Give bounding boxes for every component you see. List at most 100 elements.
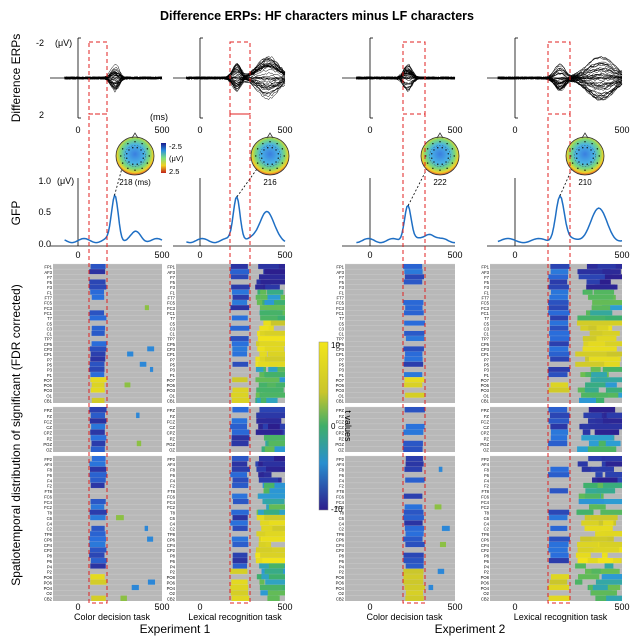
raster-cell (90, 531, 106, 537)
raster-cell (599, 541, 622, 548)
channel-label: POZ (480, 442, 489, 447)
raster-cell (549, 541, 569, 548)
channel-label: CP2 (167, 548, 176, 553)
erp-time-tick-0: 0 (512, 125, 517, 135)
raster-cell (575, 563, 586, 569)
topomap-electrode (590, 149, 592, 151)
gfp-tick-top: 1.0 (38, 176, 51, 186)
experiment-2-label: Experiment 2 (435, 622, 506, 636)
channel-label: POZ (335, 442, 344, 447)
channel-label: CPZ (167, 431, 176, 436)
raster-time-tick-0: 0 (75, 602, 80, 612)
raster-cell (258, 472, 264, 478)
channel-label: CB1 (167, 399, 176, 404)
topomap-electrode (437, 147, 439, 149)
raster-cell (590, 366, 601, 373)
raster-cell (264, 446, 275, 452)
channel-label: P5 (170, 362, 176, 367)
raster-cell (91, 397, 105, 403)
topomap-nose (581, 132, 589, 139)
channel-label: F7 (170, 275, 176, 280)
gfp-line (64, 193, 163, 244)
raster-cell (264, 435, 285, 441)
raster-cell (598, 440, 606, 447)
raster-cell (147, 346, 155, 352)
raster-cell (89, 284, 107, 290)
topomap-electrode (141, 142, 143, 145)
channel-label: FT7 (482, 296, 490, 301)
t-colorbar-max: 10 (331, 341, 340, 350)
raster-cell (548, 274, 569, 280)
erp-trace (186, 64, 286, 88)
channel-label: CB2 (481, 597, 490, 602)
raster-cell (116, 515, 124, 521)
topo-peak-label: 216 (263, 178, 277, 187)
channel-label: FCZ (167, 419, 176, 424)
channel-label: CP2 (44, 548, 53, 553)
raster-cell (255, 366, 264, 373)
raster-group-bg (345, 456, 455, 601)
raster-cell (260, 315, 278, 321)
t-colorbar-gradient (318, 341, 329, 511)
raster-cell (550, 574, 570, 580)
raster-cell (586, 279, 606, 285)
raster-cell (136, 440, 142, 447)
channel-label: CP5 (336, 342, 345, 347)
channel-label: PO3 (44, 388, 53, 393)
highlight-window-column (402, 113, 426, 604)
channel-label: T7 (170, 316, 176, 321)
channel-label: PO4 (336, 586, 345, 591)
raster-cell (258, 477, 279, 483)
raster-cell (90, 264, 106, 270)
gfp-tick-mid: 0.5 (38, 207, 51, 217)
erp-trace (64, 69, 163, 80)
raster-cell (600, 509, 622, 516)
raster-cell (259, 351, 267, 357)
channel-label: FCZ (336, 419, 345, 424)
topomap-electrode (591, 167, 593, 170)
channel-label: FPZ (167, 408, 175, 413)
channel-label: FP2 (336, 457, 344, 462)
topomap-electrode (281, 148, 284, 150)
channel-label: FC5 (336, 301, 345, 306)
raster-cell (90, 356, 106, 362)
highlight-window-column (547, 113, 571, 604)
raster-cell (231, 435, 250, 441)
raster-cell (256, 515, 265, 521)
topomap-electrode (582, 163, 584, 165)
channel-label: FC1 (167, 311, 176, 316)
raster-cell (230, 305, 250, 311)
raster-cell (89, 418, 107, 424)
raster-cell (260, 361, 284, 367)
raster-cell (549, 515, 568, 521)
topomap-nose (266, 132, 274, 139)
channel-label: TP7 (336, 337, 344, 342)
topomap-electrode (269, 141, 271, 143)
raster-cell (596, 488, 616, 494)
raster-cell (598, 315, 622, 321)
topomap-electrode (586, 147, 588, 149)
raster-cell (262, 558, 285, 564)
raster-cell (269, 310, 283, 316)
topomap-electrode (445, 161, 447, 163)
erp-trace (497, 67, 623, 88)
topomap-electrode (591, 142, 593, 145)
raster-cell (231, 274, 249, 280)
raster-cell (583, 412, 602, 419)
raster-cell (589, 356, 621, 362)
topomap-nose (131, 132, 139, 139)
raster-cell (575, 361, 605, 367)
channel-label: F5 (484, 280, 490, 285)
erp-time-tick-500: 500 (447, 125, 462, 135)
channel-label: P1 (47, 373, 53, 378)
erp-trace (186, 76, 286, 85)
raster-cell (265, 356, 285, 362)
raster-cell (90, 435, 107, 441)
raster-cell (89, 279, 106, 285)
topomap-electrode (262, 167, 264, 170)
topo-peak-label: 218 (ms) (119, 178, 151, 187)
raster-cell (550, 429, 569, 436)
channel-label: TP8 (44, 532, 52, 537)
raster-cell (265, 284, 280, 290)
raster-cell (90, 515, 106, 521)
